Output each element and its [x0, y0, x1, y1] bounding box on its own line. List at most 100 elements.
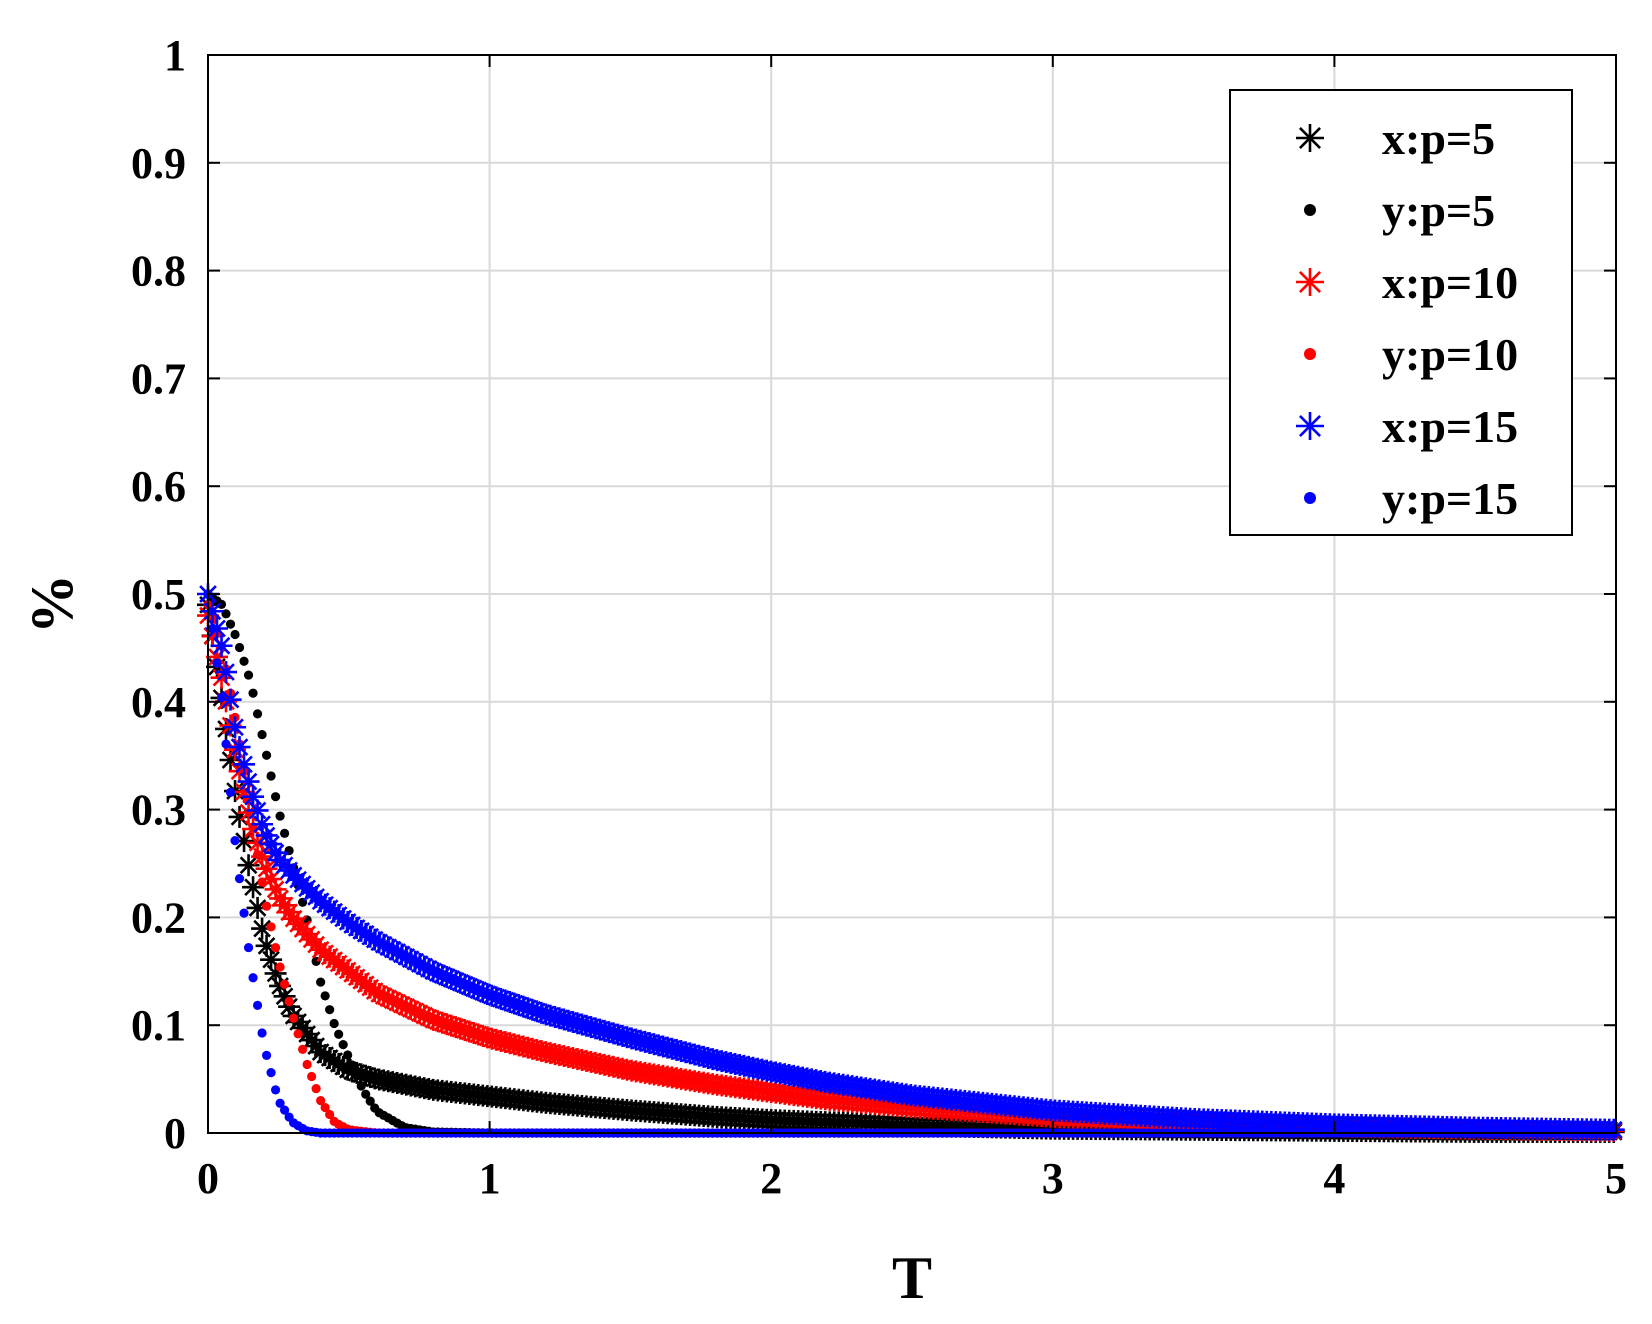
- y-axis-title: %: [19, 574, 85, 634]
- legend-marker: [1304, 348, 1316, 360]
- data-point: [246, 896, 269, 919]
- y-tick-label: 0.8: [131, 247, 186, 296]
- series-x-p-15: [197, 583, 1625, 1141]
- data-point: [260, 833, 283, 856]
- series-x-p-10: [197, 604, 1625, 1142]
- data-point: [221, 739, 231, 749]
- series-x-p-5: [197, 593, 1625, 1143]
- data-point: [261, 1050, 272, 1060]
- data-point: [320, 991, 330, 1001]
- data-point: [207, 623, 218, 634]
- data-point: [224, 716, 247, 739]
- y-tick-label: 0.5: [131, 570, 186, 619]
- legend-label: y:p=5: [1382, 185, 1495, 236]
- data-point: [279, 828, 290, 838]
- data-point: [275, 811, 285, 821]
- data-point: [266, 771, 276, 781]
- data-point: [237, 854, 260, 877]
- data-point: [361, 1089, 371, 1099]
- y-tick-label: 0.9: [131, 139, 186, 188]
- data-point: [239, 908, 249, 918]
- data-point: [228, 736, 251, 759]
- tick-labels: 0 1 2 3 4 5 0 0.1 0.2 0.3 0.4 0.5 0.6 0.7 0.8 0.9 1: [131, 31, 1627, 1203]
- data-point: [261, 750, 272, 760]
- data-point: [261, 901, 272, 911]
- data-point: [329, 1018, 339, 1029]
- y-tick-label: 0.4: [131, 678, 186, 727]
- data-point: [233, 753, 256, 776]
- x-tick-label: 4: [1323, 1154, 1345, 1203]
- data-point: [334, 1029, 344, 1039]
- data-point: [266, 922, 276, 932]
- legend-marker: [1304, 204, 1316, 216]
- x-tick-label: 2: [760, 1154, 782, 1203]
- data-point: [343, 1050, 353, 1060]
- series-y-p-5: [203, 589, 1619, 1138]
- data-point: [248, 688, 258, 698]
- data-point: [252, 849, 263, 860]
- data-point: [325, 1109, 335, 1120]
- data-point: [289, 1013, 299, 1023]
- data-point: [230, 836, 240, 846]
- data-point: [225, 787, 236, 797]
- x-tick-label: 5: [1605, 1154, 1627, 1203]
- legend-label: y:p=10: [1382, 329, 1518, 380]
- legend-marker: [1296, 124, 1324, 152]
- legend-label: x:p=10: [1382, 257, 1518, 308]
- data-point: [210, 634, 233, 657]
- data-point: [338, 1040, 348, 1050]
- y-tick-label: 1: [164, 31, 186, 80]
- data-point: [257, 1028, 267, 1038]
- data-point: [225, 619, 236, 629]
- data-point: [252, 1000, 263, 1010]
- data-point: [270, 1085, 281, 1095]
- legend-label: x:p=15: [1382, 401, 1518, 452]
- data-point: [234, 642, 245, 653]
- data-point: [275, 1098, 285, 1108]
- data-point: [352, 1071, 362, 1081]
- legend-marker: [1296, 412, 1324, 440]
- legend-marker: [1304, 492, 1316, 504]
- y-tick-label: 0: [164, 1109, 186, 1158]
- data-point: [311, 1083, 321, 1094]
- data-point: [316, 977, 326, 987]
- legend-label: x:p=5: [1382, 113, 1495, 164]
- data-point: [302, 1059, 312, 1070]
- data-point: [216, 692, 227, 703]
- data-point: [257, 877, 267, 887]
- data-point: [239, 656, 249, 666]
- data-point: [307, 1071, 317, 1082]
- x-tick-label: 0: [197, 1154, 219, 1203]
- data-point: [270, 792, 281, 802]
- data-point: [298, 1044, 308, 1054]
- data-point: [219, 688, 242, 711]
- series-y-p-10: [203, 600, 1619, 1138]
- data-point: [316, 1096, 326, 1106]
- data-point: [279, 1105, 290, 1115]
- data-point: [230, 629, 240, 640]
- x-tick-label: 1: [479, 1154, 501, 1203]
- data-point: [243, 942, 254, 953]
- data-point: [365, 1096, 375, 1106]
- y-tick-label: 0.2: [131, 893, 186, 942]
- data-point: [264, 878, 287, 901]
- data-point: [356, 1081, 366, 1091]
- data-point: [221, 609, 231, 619]
- y-tick-label: 0.6: [131, 462, 186, 511]
- legend: x:p=5 y:p=5 x:p=10 y:p=10 x:p=15 y:p=15: [1229, 89, 1573, 536]
- legend-marker: [1296, 268, 1324, 296]
- data-point: [201, 600, 224, 623]
- data-point: [266, 1068, 276, 1078]
- data-point: [237, 770, 260, 793]
- y-tick-label: 0.1: [131, 1001, 186, 1050]
- data-point: [347, 1060, 357, 1070]
- data-point: [279, 979, 290, 989]
- data-point: [234, 873, 245, 884]
- legend-box: [1229, 89, 1573, 536]
- data-point: [248, 973, 258, 983]
- data-point: [215, 661, 238, 684]
- legend-label: y:p=15: [1382, 473, 1518, 524]
- data-point: [252, 709, 263, 719]
- data-point: [325, 1005, 335, 1015]
